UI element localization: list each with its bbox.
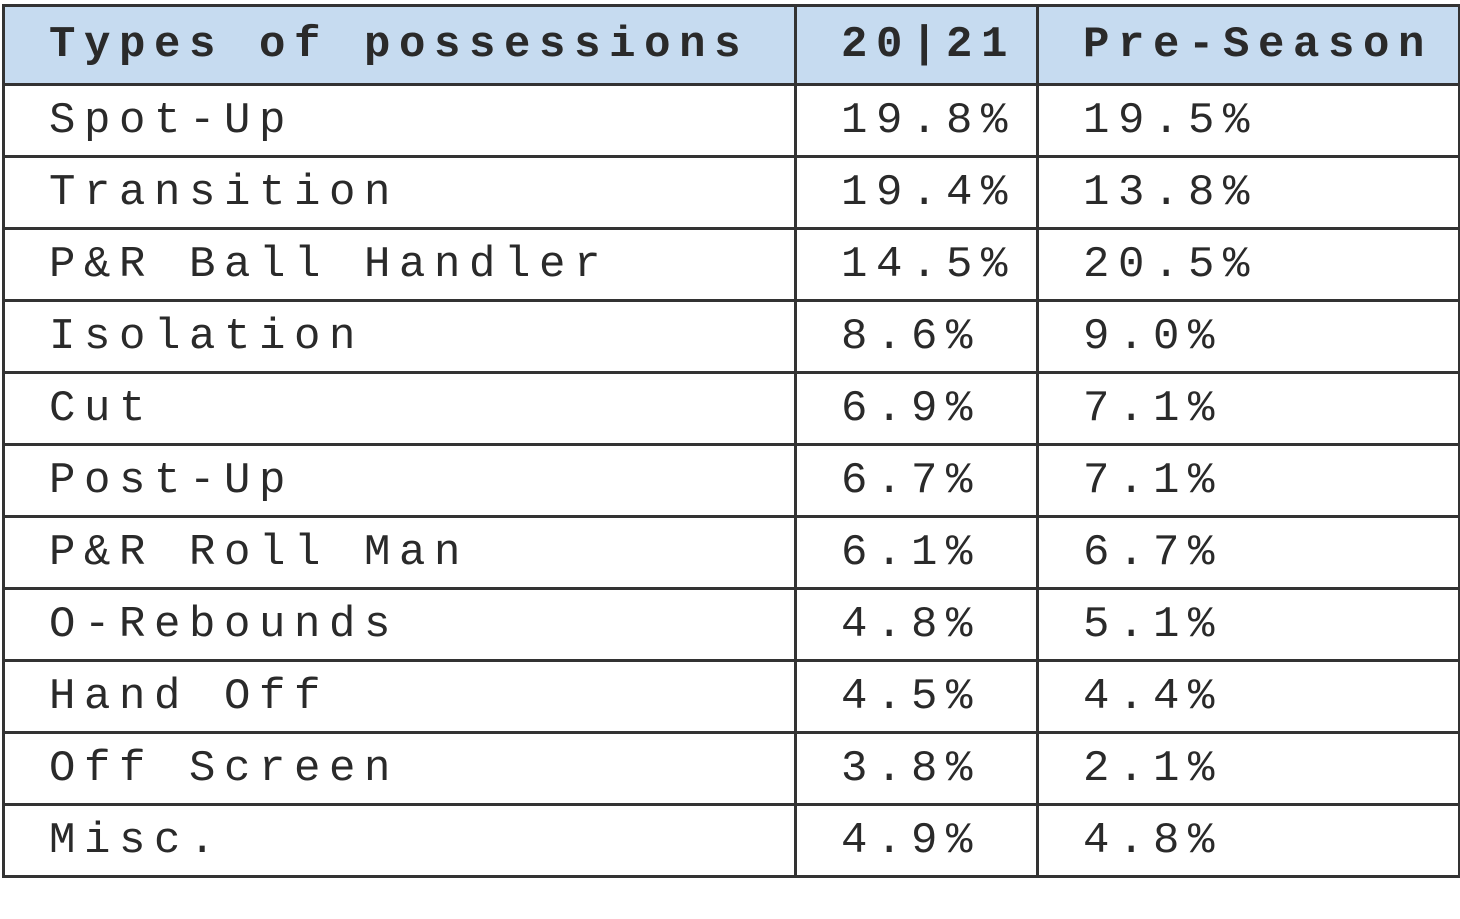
percentage-cell: 2.1% (1036, 731, 1460, 806)
possession-type: O-Rebounds (2, 587, 797, 662)
table-row: P&R Roll Man 6.1% 6.7% (2, 515, 1460, 590)
table-row: Hand Off 4.5% 4.4% (2, 659, 1460, 734)
percentage-cell: 4.4% (1036, 659, 1460, 734)
percentage-cell: 19.5% (1036, 83, 1460, 158)
table-row: Spot-Up 19.8% 19.5% (2, 83, 1460, 158)
percentage-cell: 5.1% (1036, 587, 1460, 662)
table-row: O-Rebounds 4.8% 5.1% (2, 587, 1460, 662)
percentage-cell: 8.6% (794, 299, 1039, 374)
table-body: Spot-Up 19.8% 19.5% Transition 19.4% 13.8% P&R… (2, 83, 1460, 878)
possession-type: Isolation (2, 299, 797, 374)
possession-type: Spot-Up (2, 83, 797, 158)
percentage-cell: 6.7% (794, 443, 1039, 518)
header-cell: Types of possessions (2, 4, 797, 86)
percentage-cell: 20.5% (1036, 227, 1460, 302)
possession-type: Misc. (2, 803, 797, 878)
possession-type: Off Screen (2, 731, 797, 806)
header-row: Types of possessions 20|21 Pre-Season (2, 4, 1460, 86)
table-row: Transition 19.4% 13.8% (2, 155, 1460, 230)
percentage-cell: 13.8% (1036, 155, 1460, 230)
percentage-cell: 4.8% (794, 587, 1039, 662)
possession-type: Transition (2, 155, 797, 230)
percentage-cell: 4.5% (794, 659, 1039, 734)
possession-type: Cut (2, 371, 797, 446)
table-row: Misc. 4.9% 4.8% (2, 803, 1460, 878)
percentage-cell: 6.9% (794, 371, 1039, 446)
table-row: P&R Ball Handler 14.5% 20.5% (2, 227, 1460, 302)
table-header: Types of possessions 20|21 Pre-Season (2, 4, 1460, 86)
table-row: Cut 6.9% 7.1% (2, 371, 1460, 446)
table-row: Isolation 8.6% 9.0% (2, 299, 1460, 374)
table-container: Types of possessions 20|21 Pre-Season Sp… (2, 4, 1460, 878)
possession-type: P&R Roll Man (2, 515, 797, 590)
percentage-cell: 9.0% (1036, 299, 1460, 374)
percentage-cell: 19.4% (794, 155, 1039, 230)
possession-type: Post-Up (2, 443, 797, 518)
possession-type: Hand Off (2, 659, 797, 734)
possessions-table: Types of possessions 20|21 Pre-Season Sp… (2, 4, 1460, 878)
table-row: Off Screen 3.8% 2.1% (2, 731, 1460, 806)
percentage-cell: 3.8% (794, 731, 1039, 806)
percentage-cell: 4.9% (794, 803, 1039, 878)
percentage-cell: 7.1% (1036, 443, 1460, 518)
percentage-cell: 7.1% (1036, 371, 1460, 446)
percentage-cell: 6.7% (1036, 515, 1460, 590)
header-cell: 20|21 (794, 4, 1039, 86)
possession-type: P&R Ball Handler (2, 227, 797, 302)
header-cell: Pre-Season (1036, 4, 1460, 86)
percentage-cell: 14.5% (794, 227, 1039, 302)
percentage-cell: 4.8% (1036, 803, 1460, 878)
percentage-cell: 19.8% (794, 83, 1039, 158)
percentage-cell: 6.1% (794, 515, 1039, 590)
table-row: Post-Up 6.7% 7.1% (2, 443, 1460, 518)
